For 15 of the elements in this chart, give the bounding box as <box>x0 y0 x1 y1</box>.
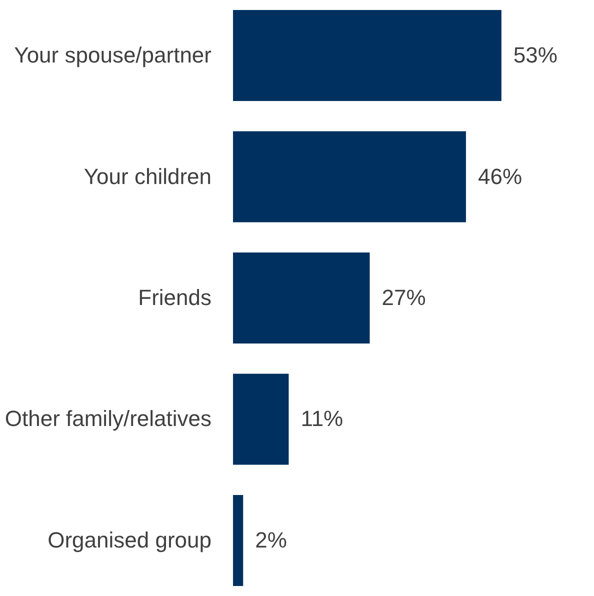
data-label: 46% <box>478 164 522 189</box>
data-label: 2% <box>255 527 287 552</box>
data-label: 27% <box>382 285 426 310</box>
bar <box>233 131 466 222</box>
data-label: 11% <box>300 406 344 432</box>
y-tick-label: Your children <box>84 164 212 189</box>
y-tick-label: Other family/relatives <box>4 406 212 432</box>
data-label: 53% <box>513 42 558 68</box>
bar <box>233 10 502 101</box>
y-tick-label: Friends <box>138 285 212 310</box>
bar <box>233 374 289 465</box>
bar <box>233 252 370 344</box>
y-tick-label: Your spouse/partner <box>14 42 212 68</box>
bar <box>233 495 244 586</box>
y-tick-label: Organised group <box>48 527 212 552</box>
